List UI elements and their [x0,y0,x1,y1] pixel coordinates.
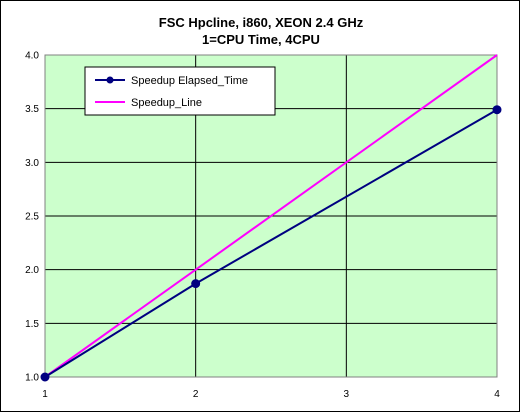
data-point-speedup-elapsed-time [492,105,502,115]
y-tick-label: 2.0 [25,265,39,276]
legend: Speedup Elapsed_Time Speedup_Line [84,66,276,116]
x-tick-label: 4 [494,389,500,400]
legend-box [84,66,276,116]
y-tick-label: 2.5 [25,212,39,223]
x-tick-label: 3 [344,389,350,400]
data-point-speedup-elapsed-time [40,372,50,382]
series-lines [40,54,502,382]
x-tick-label: 2 [193,389,199,400]
y-tick-label: 1.0 [25,373,39,384]
y-tick-label: 3.5 [25,104,39,115]
chart-title: FSC Hpcline, i860, XEON 2.4 GHz 1=CPU Ti… [159,15,364,47]
x-tick-label: 1 [42,389,48,400]
y-tick-label: 3.0 [25,158,39,169]
plot-border [44,54,498,378]
legend-label-speedup-line: Speedup_Line [131,97,202,109]
series-line-speedup-line [44,54,498,378]
y-axis-tick-labels: 1.0 1.5 2.0 2.5 3.0 3.5 4.0 [25,51,39,384]
chart-title-line-2: 1=CPU Time, 4CPU [202,32,320,47]
chart-title-line-1: FSC Hpcline, i860, XEON 2.4 GHz [159,15,364,30]
legend-label-speedup-elapsed-time: Speedup Elapsed_Time [131,75,248,87]
x-axis-tick-labels: 1 2 3 4 [42,389,500,400]
data-point-speedup-elapsed-time [191,279,201,289]
y-tick-label: 1.5 [25,319,39,330]
y-tick-label: 4.0 [25,51,39,62]
legend-marker-speedup-elapsed-time [106,76,114,84]
